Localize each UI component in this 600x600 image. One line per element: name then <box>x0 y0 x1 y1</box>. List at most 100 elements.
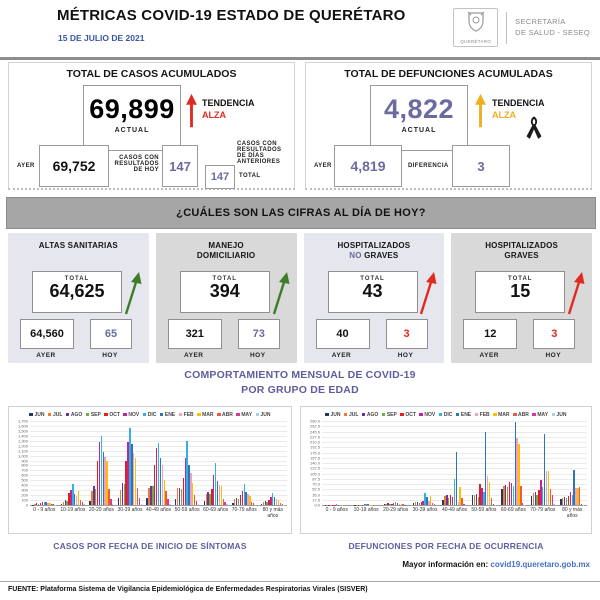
legend-item: SEP <box>381 412 397 418</box>
bar <box>412 503 415 505</box>
bar <box>545 470 548 505</box>
bar <box>571 494 573 505</box>
bar <box>354 504 356 505</box>
bar <box>277 499 280 505</box>
bar <box>365 504 367 505</box>
bar-group <box>322 421 351 505</box>
bar <box>140 503 142 505</box>
bar <box>68 492 70 505</box>
bar <box>205 493 207 505</box>
bar <box>369 504 371 505</box>
bar-group <box>59 421 88 505</box>
bar <box>268 499 270 505</box>
cases-card-title: TOTAL DE CASOS ACUMULADOS <box>66 68 237 80</box>
x-tick-label: 30-39 años <box>412 507 438 513</box>
bar <box>32 504 34 505</box>
legend-item: ENE <box>159 412 175 418</box>
cases-chart-legend: JUN JUL AGO SEP OCT NOV DIC ENE FEB MAR ABR MAY JUN <box>13 410 287 419</box>
x-tick-label: 30-39 años <box>117 507 143 513</box>
bar <box>565 498 568 505</box>
bar <box>538 490 540 505</box>
bar <box>424 493 426 505</box>
legend-swatch <box>381 412 386 417</box>
deaths-chart-y-axis: 0.0 17.5 35.0 52.5 70.0 87.5 105.0 122.5 140.0 15… <box>309 418 320 508</box>
more-info-link[interactable]: covid19.queretaro.gob.mx <box>490 560 590 569</box>
cases-hoy-box: 147 <box>162 145 198 187</box>
cases-total-label: TOTAL <box>239 173 261 179</box>
bar <box>394 502 397 505</box>
cases-total-box: 147 <box>205 165 235 189</box>
legend-item: JUN <box>255 412 271 418</box>
legend-swatch <box>178 412 183 417</box>
bar <box>367 504 369 505</box>
x-tick-label: 40-49 años <box>441 507 467 513</box>
total-box: TOTAL 15 <box>475 271 566 313</box>
bar <box>563 496 566 505</box>
bar <box>391 503 393 505</box>
x-tick-label: 0 - 9 años <box>325 507 348 513</box>
bar <box>273 497 276 505</box>
bar <box>569 492 572 505</box>
bar <box>387 503 389 505</box>
bar <box>324 504 327 505</box>
bar <box>203 500 205 505</box>
bar <box>543 433 546 505</box>
bar <box>361 504 364 505</box>
deaths-actual-box: 4,822 ACTUAL <box>370 85 468 151</box>
cases-chart-y-axis: 0 100 200 300 400 500 600 700 800 900 1,000 1,100 1,… <box>17 418 28 508</box>
bar <box>53 504 55 505</box>
bar <box>129 428 131 505</box>
bar <box>81 502 83 505</box>
bar <box>492 503 495 505</box>
x-tick-label: 80 y más años <box>262 507 283 519</box>
bar <box>163 480 165 505</box>
bar <box>180 488 183 505</box>
legend-swatch <box>217 412 221 417</box>
charts-section-title: COMPORTAMIENTO MENSUAL DE COVID-19 POR G… <box>0 368 600 398</box>
bar <box>237 498 240 505</box>
bar <box>328 504 330 505</box>
bar <box>279 502 282 505</box>
bar <box>573 469 575 505</box>
bar <box>152 486 154 505</box>
legend-item: MAY <box>532 412 548 418</box>
card-title-accent: NO <box>349 251 365 261</box>
card-altas-sanitarias: ALTAS SANITARIAS TOTAL 64,625 64,560 65 … <box>8 233 149 363</box>
mourning-ribbon-icon <box>524 115 544 146</box>
bar <box>433 504 436 505</box>
bar <box>167 499 169 505</box>
x-tick-label: 10-19 años <box>60 507 86 513</box>
card-title: ALTAS SANITARIAS <box>38 241 118 250</box>
trend-up-arrow-icon <box>123 269 143 317</box>
bar <box>488 481 491 505</box>
bar <box>175 498 177 505</box>
card-title2: GRAVES <box>504 251 539 261</box>
legend-swatch <box>236 412 240 417</box>
legend-item: JUN <box>551 412 567 418</box>
bar <box>245 492 247 505</box>
logo-dept-line2: DE SALUD - SESEQ <box>515 27 590 37</box>
bar <box>326 504 328 505</box>
trend-up-arrow-icon <box>566 269 586 317</box>
legend-swatch <box>123 412 127 417</box>
bar <box>426 497 428 505</box>
bar <box>534 491 536 505</box>
report-date: 15 DE JULIO DE 2021 <box>58 33 145 43</box>
cases-actual-box: 69,899 ACTUAL <box>83 85 181 151</box>
bar-group <box>259 421 288 505</box>
x-tick-label: 80 y más años <box>562 507 583 519</box>
footer-divider <box>0 581 600 582</box>
legend-item: NOV <box>123 412 139 418</box>
legend-swatch <box>551 412 556 417</box>
bar <box>211 488 213 505</box>
bar <box>49 502 51 505</box>
bar <box>471 495 474 505</box>
total-label: TOTAL <box>508 276 533 282</box>
bar <box>218 485 221 505</box>
bar <box>184 458 186 505</box>
legend-swatch <box>532 412 536 417</box>
bar <box>264 500 266 505</box>
bar <box>357 504 360 505</box>
bar <box>159 458 162 505</box>
deaths-ayer-box: 4,819 <box>334 145 402 187</box>
